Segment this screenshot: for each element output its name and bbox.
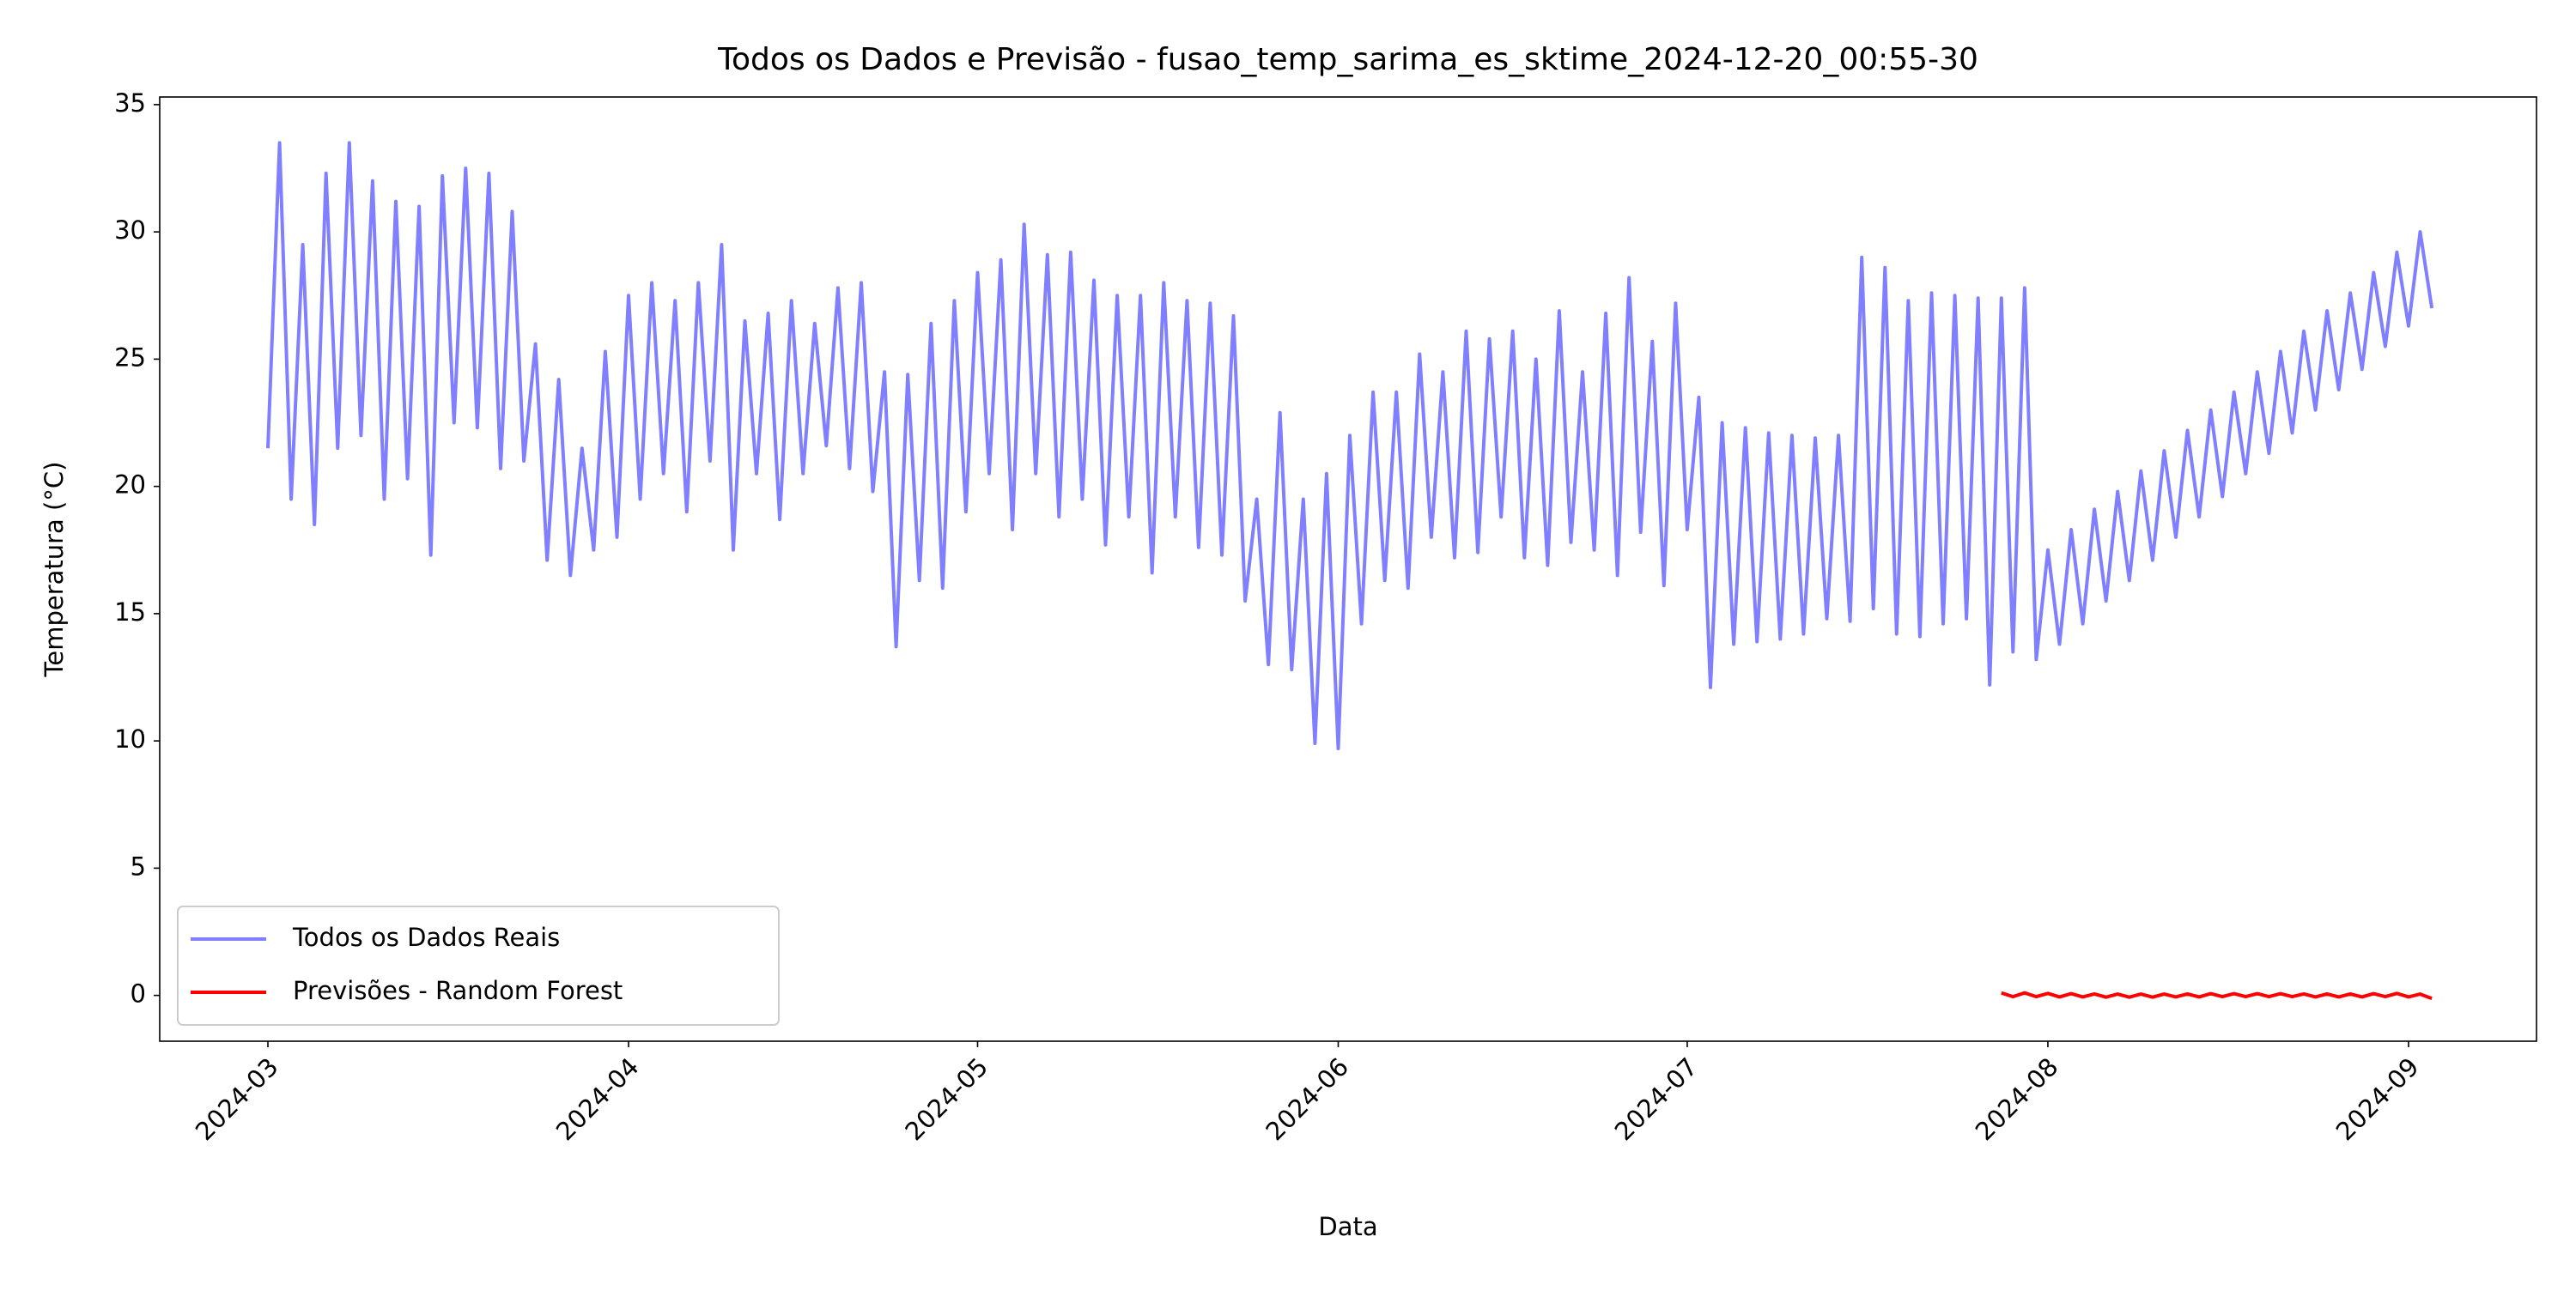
data-line [2001,991,2433,1001]
x-tick-label: 2024-08 [1970,1052,2064,1147]
y-tick-label: 20 [114,470,146,500]
plot-frame [159,96,2537,1042]
x-tick-label: 2024-06 [1260,1052,1354,1147]
x-axis-label: Data [1318,1212,1377,1241]
legend-box [177,906,780,1026]
data-line [266,141,2434,750]
x-tick-label: 2024-03 [190,1052,284,1147]
y-axis-label: Temperatura (°C) [39,462,69,678]
x-tick-label: 2024-09 [2330,1052,2425,1147]
legend-label: Previsões - Random Forest [293,976,623,1005]
x-tick-label: 2024-05 [899,1052,993,1147]
y-tick-label: 5 [131,852,146,881]
x-tick-label: 2024-04 [550,1052,645,1147]
y-tick-label: 0 [131,979,146,1009]
y-tick-label: 35 [114,88,146,118]
legend-label: Todos os Dados Reais [292,923,560,952]
y-tick-label: 25 [114,342,146,372]
y-tick-label: 15 [114,597,146,627]
y-tick-label: 30 [114,215,146,245]
x-tick-label: 2024-07 [1609,1052,1704,1147]
y-tick-label: 10 [114,724,146,754]
chart-title: Todos os Dados e Previsão - fusao_temp_s… [717,42,1978,77]
